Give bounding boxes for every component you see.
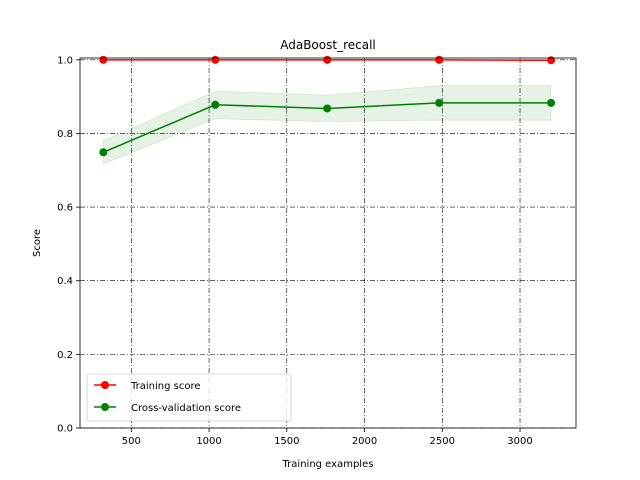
legend: Training score Cross-validation score (86, 373, 292, 422)
cross-validation-score-point (211, 100, 220, 109)
x-tick-label: 3000 (507, 436, 532, 447)
y-tick-label: 0.4 (57, 276, 73, 287)
training-score-point (547, 56, 556, 65)
legend-label-training: Training score (130, 381, 201, 392)
x-tick-label: 1500 (274, 436, 299, 447)
training-score-point (435, 55, 444, 64)
x-tick-label: 1000 (196, 436, 221, 447)
cross-validation-score-point (547, 98, 556, 107)
y-tick-label: 0.2 (57, 350, 73, 361)
x-tick-label: 500 (122, 436, 141, 447)
legend-label-cross-validation: Cross-validation score (131, 403, 241, 414)
legend-marker-training (101, 381, 109, 389)
x-tick-label: 2000 (352, 436, 377, 447)
y-tick-label: 0.6 (57, 203, 73, 214)
training-score-point (211, 55, 220, 64)
x-tick-label: 2500 (430, 436, 455, 447)
legend-marker-cross-validation (101, 403, 109, 411)
training-score-point (99, 55, 108, 64)
cross-validation-score-point (323, 104, 332, 113)
training-score-point (323, 55, 332, 64)
legend-box (86, 373, 292, 422)
plot-frame (79, 57, 577, 429)
y-tick-label: 1.0 (57, 55, 73, 66)
cross-validation-score-point (99, 148, 108, 157)
chart-title: AdaBoost_recall (280, 38, 376, 52)
y-axis-label: Score (32, 229, 43, 257)
y-tick-label: 0.8 (57, 129, 73, 140)
y-tick-label: 0.0 (57, 424, 73, 435)
axis-ticks: 500 1000 1500 2000 2500 3000 0.0 0.2 0.4 0.6 0.8 1.… (57, 55, 533, 447)
cross-validation-score-point (435, 98, 444, 107)
x-axis-label: Training examples (282, 459, 374, 470)
